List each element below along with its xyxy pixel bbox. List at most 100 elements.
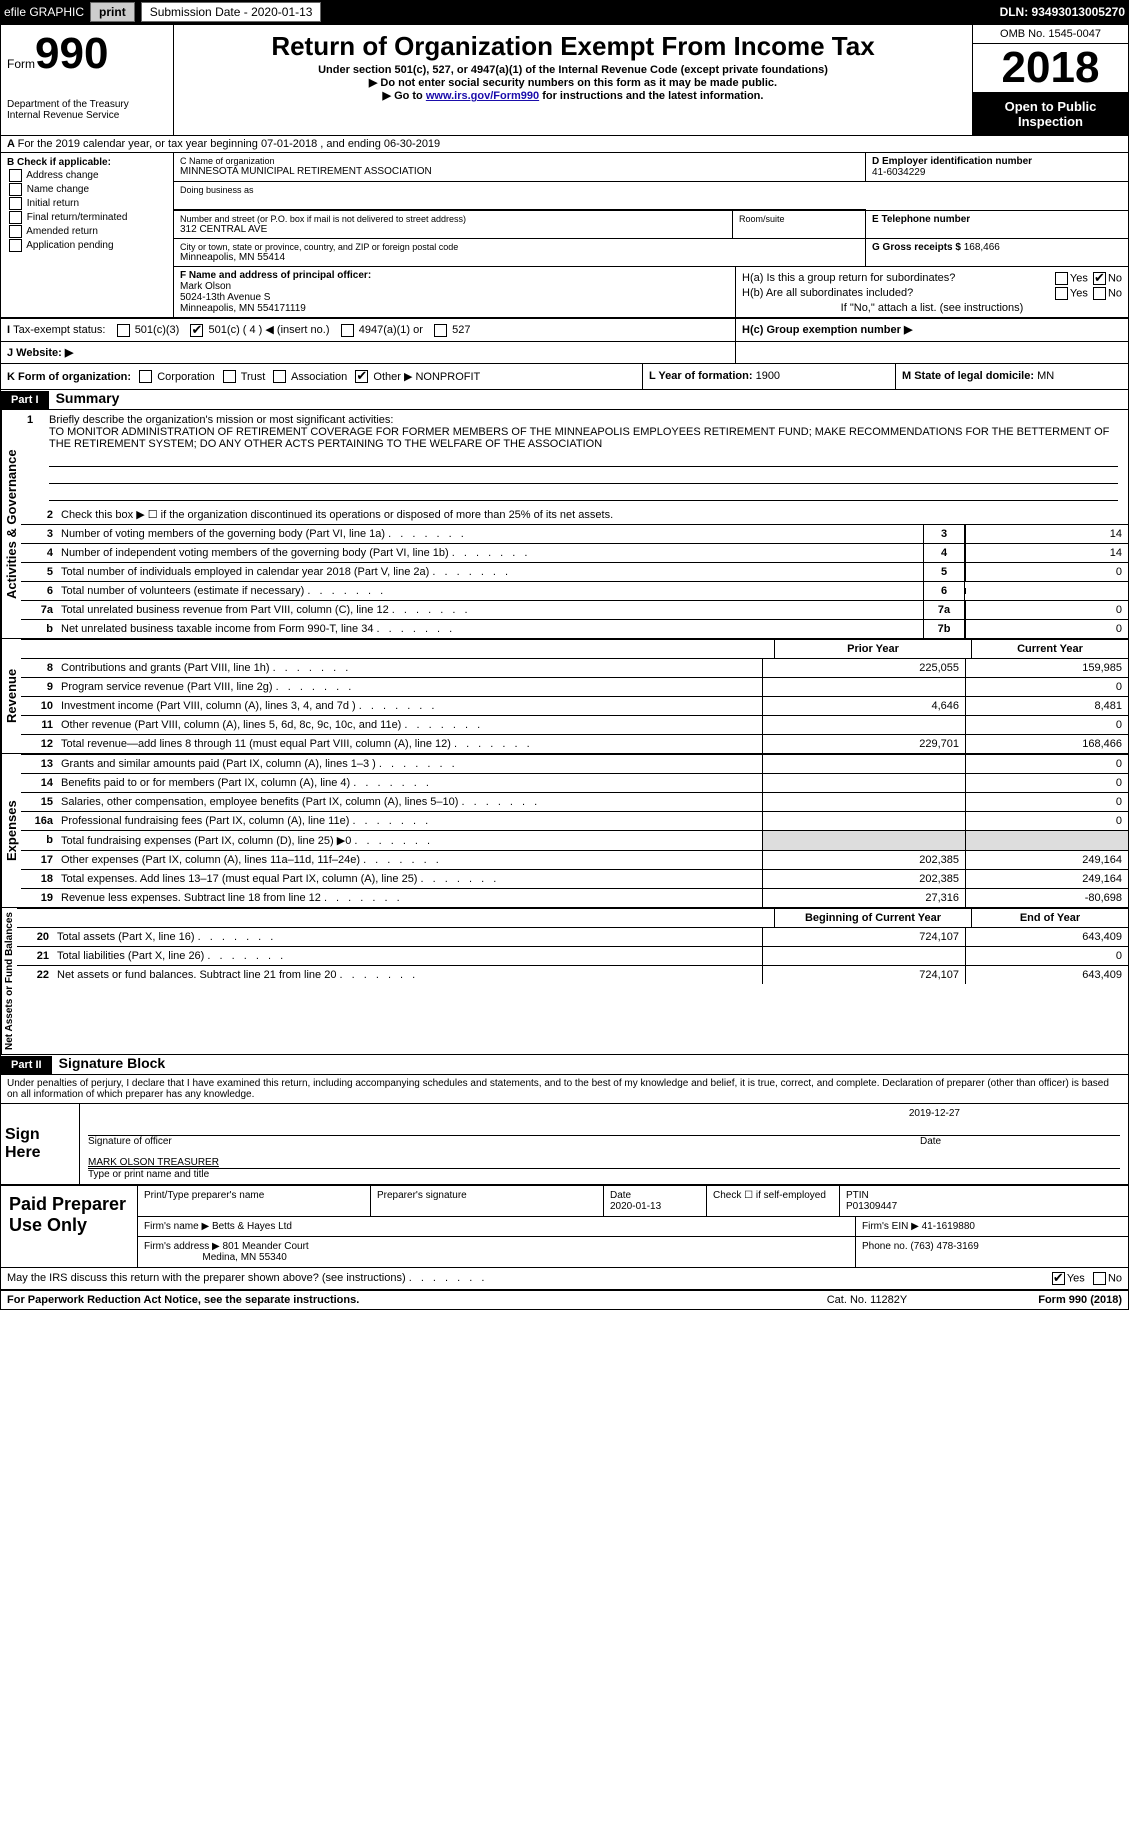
form-subtitle: Under section 501(c), 527, or 4947(a)(1)… bbox=[182, 64, 964, 76]
check-amended[interactable]: Amended return bbox=[7, 225, 167, 238]
submission-date: Submission Date - 2020-01-13 bbox=[141, 2, 322, 22]
omb-number: OMB No. 1545-0047 bbox=[973, 25, 1128, 44]
h-a-no[interactable] bbox=[1093, 272, 1106, 285]
vside-revenue: Revenue bbox=[1, 639, 21, 753]
check-name-change[interactable]: Name change bbox=[7, 183, 167, 196]
page-footer: For Paperwork Reduction Act Notice, see … bbox=[1, 1290, 1128, 1309]
form-word: Form bbox=[7, 57, 35, 71]
room-suite: Room/suite bbox=[733, 211, 866, 238]
expenses-section: Expenses 13Grants and similar amounts pa… bbox=[1, 754, 1128, 908]
gov-line-b: bNet unrelated business taxable income f… bbox=[21, 619, 1128, 638]
form-number: 990 bbox=[35, 29, 108, 78]
h-b-no[interactable] bbox=[1093, 287, 1106, 300]
org-name: MINNESOTA MUNICIPAL RETIREMENT ASSOCIATI… bbox=[180, 166, 859, 177]
expense-line-14: 14Benefits paid to or for members (Part … bbox=[21, 773, 1128, 792]
expense-line-16a: 16aProfessional fundraising fees (Part I… bbox=[21, 811, 1128, 830]
revenue-col-header: Prior Year Current Year bbox=[21, 639, 1128, 658]
h-b-yes[interactable] bbox=[1055, 287, 1068, 300]
check-final-return[interactable]: Final return/terminated bbox=[7, 211, 167, 224]
signature-area: 2019-12-27 Signature of officer Date MAR… bbox=[80, 1104, 1128, 1184]
revenue-line-10: 10Investment income (Part VIII, column (… bbox=[21, 696, 1128, 715]
net-line-22: 22Net assets or fund balances. Subtract … bbox=[17, 965, 1128, 984]
part-2-header: Part II Signature Block bbox=[1, 1055, 1128, 1075]
row-i-j: I Tax-exempt status: 501(c)(3) 501(c) ( … bbox=[1, 318, 1128, 342]
expense-line-18: 18Total expenses. Add lines 13–17 (must … bbox=[21, 869, 1128, 888]
row-k-l-m: K Form of organization: Corporation Trus… bbox=[1, 364, 1128, 391]
discuss-with-preparer: May the IRS discuss this return with the… bbox=[1, 1268, 1128, 1290]
discuss-yes[interactable] bbox=[1052, 1272, 1065, 1285]
mission-text: TO MONITOR ADMINISTRATION OF RETIREMENT … bbox=[49, 426, 1109, 450]
paid-preparer-section: Paid Preparer Use Only Print/Type prepar… bbox=[1, 1185, 1128, 1268]
gross-receipts: G Gross receipts $ 168,466 bbox=[866, 239, 1128, 266]
instructions-link: ▶ Go to www.irs.gov/Form990 for instruct… bbox=[182, 89, 964, 102]
mission-block: 1 Briefly describe the organization's mi… bbox=[21, 410, 1128, 505]
gov-line-6: 6Total number of volunteers (estimate if… bbox=[21, 581, 1128, 600]
activities-governance-section: Activities & Governance 1 Briefly descri… bbox=[1, 410, 1128, 639]
check-501c[interactable] bbox=[190, 324, 203, 337]
revenue-section: Revenue Prior Year Current Year 8Contrib… bbox=[1, 639, 1128, 754]
form-container: Form990 Department of the Treasury Inter… bbox=[0, 24, 1129, 1310]
revenue-line-12: 12Total revenue—add lines 8 through 11 (… bbox=[21, 734, 1128, 753]
header-left: Form990 Department of the Treasury Inter… bbox=[1, 25, 174, 135]
expense-line-13: 13Grants and similar amounts paid (Part … bbox=[21, 754, 1128, 773]
check-527[interactable] bbox=[434, 324, 447, 337]
year-formation: L Year of formation: 1900 bbox=[642, 364, 895, 390]
ein-cell: D Employer identification number 41-6034… bbox=[866, 153, 1128, 181]
form-of-org: K Form of organization: Corporation Trus… bbox=[1, 364, 642, 390]
gov-line-4: 4Number of independent voting members of… bbox=[21, 543, 1128, 562]
net-assets-section: Net Assets or Fund Balances Beginning of… bbox=[1, 908, 1128, 1055]
principal-officer: F Name and address of principal officer:… bbox=[174, 267, 736, 317]
expense-line-19: 19Revenue less expenses. Subtract line 1… bbox=[21, 888, 1128, 907]
tax-exempt-status: I Tax-exempt status: 501(c)(3) 501(c) ( … bbox=[1, 319, 735, 341]
header-mid: Return of Organization Exempt From Incom… bbox=[174, 25, 972, 135]
box-h: H(a) Is this a group return for subordin… bbox=[736, 267, 1128, 317]
check-corp[interactable] bbox=[139, 370, 152, 383]
discuss-no[interactable] bbox=[1093, 1272, 1106, 1285]
box-c-d-e: C Name of organization MINNESOTA MUNICIP… bbox=[174, 153, 1128, 317]
form-header: Form990 Department of the Treasury Inter… bbox=[1, 25, 1128, 136]
header-right: OMB No. 1545-0047 2018 Open to Public In… bbox=[972, 25, 1128, 135]
vside-governance: Activities & Governance bbox=[1, 410, 21, 638]
irs-link[interactable]: www.irs.gov/Form990 bbox=[426, 90, 539, 102]
gov-line-7a: 7aTotal unrelated business revenue from … bbox=[21, 600, 1128, 619]
sign-here-label: Sign Here bbox=[1, 1104, 80, 1184]
expense-line-15: 15Salaries, other compensation, employee… bbox=[21, 792, 1128, 811]
print-button[interactable]: print bbox=[90, 2, 135, 22]
website: J Website: ▶ bbox=[1, 342, 735, 363]
efile-topbar: efile GRAPHIC print Submission Date - 20… bbox=[0, 0, 1129, 24]
check-trust[interactable] bbox=[223, 370, 236, 383]
net-line-20: 20Total assets (Part X, line 16) 724,107… bbox=[17, 927, 1128, 946]
paid-preparer-label: Paid Preparer Use Only bbox=[1, 1186, 138, 1267]
dept-treasury: Department of the Treasury Internal Reve… bbox=[7, 99, 167, 121]
check-other[interactable] bbox=[355, 370, 368, 383]
revenue-line-8: 8Contributions and grants (Part VIII, li… bbox=[21, 658, 1128, 677]
vside-expenses: Expenses bbox=[1, 754, 21, 907]
ssn-warning: ▶ Do not enter social security numbers o… bbox=[182, 76, 964, 89]
gov-line-3: 3Number of voting members of the governi… bbox=[21, 524, 1128, 543]
gov-line-2: 2Check this box ▶ ☐ if the organization … bbox=[21, 505, 1128, 524]
box-b: B Check if applicable: Address change Na… bbox=[1, 153, 174, 317]
h-a-yes[interactable] bbox=[1055, 272, 1068, 285]
check-4947[interactable] bbox=[341, 324, 354, 337]
dba-cell: Doing business as bbox=[174, 182, 866, 210]
ein-value: 41-6034229 bbox=[872, 167, 1122, 178]
section-b-through-g: B Check if applicable: Address change Na… bbox=[1, 153, 1128, 318]
city-state-zip: City or town, state or province, country… bbox=[174, 239, 866, 266]
revenue-line-9: 9Program service revenue (Part VIII, lin… bbox=[21, 677, 1128, 696]
net-col-header: Beginning of Current Year End of Year bbox=[17, 908, 1128, 927]
check-address-change[interactable]: Address change bbox=[7, 169, 167, 182]
net-line-21: 21Total liabilities (Part X, line 26) 0 bbox=[17, 946, 1128, 965]
check-501c3[interactable] bbox=[117, 324, 130, 337]
org-name-cell: C Name of organization MINNESOTA MUNICIP… bbox=[174, 153, 866, 181]
check-initial-return[interactable]: Initial return bbox=[7, 197, 167, 210]
street-address: Number and street (or P.O. box if mail i… bbox=[174, 211, 733, 238]
check-app-pending[interactable]: Application pending bbox=[7, 239, 167, 252]
officer-name: MARK OLSON TREASURER bbox=[88, 1157, 1120, 1168]
vside-net: Net Assets or Fund Balances bbox=[1, 908, 17, 1054]
expense-line-17: 17Other expenses (Part IX, column (A), l… bbox=[21, 850, 1128, 869]
check-assoc[interactable] bbox=[273, 370, 286, 383]
gov-line-5: 5Total number of individuals employed in… bbox=[21, 562, 1128, 581]
expense-line-b: bTotal fundraising expenses (Part IX, co… bbox=[21, 830, 1128, 850]
dln-number: DLN: 93493013005270 bbox=[1000, 5, 1125, 19]
phone-cell: E Telephone number bbox=[866, 211, 1128, 238]
